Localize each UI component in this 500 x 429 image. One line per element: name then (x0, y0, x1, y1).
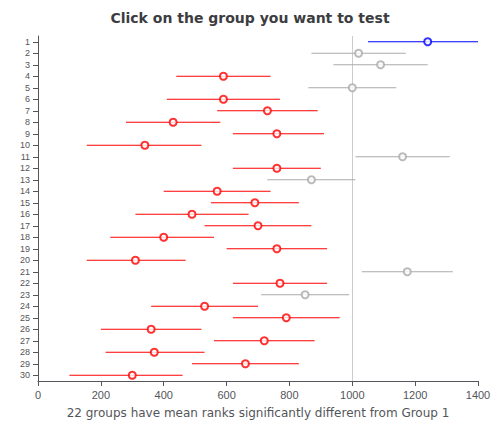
svg-text:12: 12 (20, 163, 30, 173)
svg-text:3: 3 (25, 60, 30, 70)
svg-text:Click on the group you want to: Click on the group you want to test (110, 10, 389, 26)
svg-text:7: 7 (25, 106, 30, 116)
svg-text:1200: 1200 (403, 389, 427, 401)
svg-text:15: 15 (20, 198, 30, 208)
svg-text:19: 19 (20, 244, 30, 254)
svg-text:24: 24 (20, 301, 30, 311)
svg-text:14: 14 (20, 186, 30, 196)
svg-text:20: 20 (20, 255, 30, 265)
svg-text:8: 8 (25, 117, 30, 127)
svg-text:600: 600 (217, 389, 235, 401)
svg-text:6: 6 (25, 94, 30, 104)
svg-text:4: 4 (25, 71, 30, 81)
svg-text:1000: 1000 (340, 389, 364, 401)
svg-text:23: 23 (20, 290, 30, 300)
svg-text:200: 200 (92, 389, 110, 401)
svg-text:10: 10 (20, 140, 30, 150)
svg-text:11: 11 (21, 152, 30, 162)
svg-text:22: 22 (20, 278, 30, 288)
svg-text:26: 26 (20, 324, 30, 334)
svg-text:400: 400 (155, 389, 173, 401)
svg-text:9: 9 (25, 129, 30, 139)
svg-text:25: 25 (20, 313, 30, 323)
svg-text:29: 29 (20, 359, 30, 369)
svg-text:17: 17 (20, 221, 30, 231)
svg-text:21: 21 (20, 267, 30, 277)
svg-text:800: 800 (280, 389, 298, 401)
svg-text:1: 1 (25, 37, 30, 47)
svg-text:1400: 1400 (466, 389, 490, 401)
svg-text:16: 16 (20, 209, 30, 219)
svg-text:13: 13 (20, 175, 30, 185)
svg-text:5: 5 (25, 83, 30, 93)
svg-text:27: 27 (20, 336, 30, 346)
svg-text:2: 2 (25, 48, 30, 58)
svg-text:18: 18 (20, 232, 30, 242)
svg-text:0: 0 (35, 389, 41, 401)
svg-text:28: 28 (20, 347, 30, 357)
svg-text:30: 30 (20, 370, 30, 380)
svg-text:22 groups have mean ranks sign: 22 groups have mean ranks significantly … (67, 406, 450, 420)
